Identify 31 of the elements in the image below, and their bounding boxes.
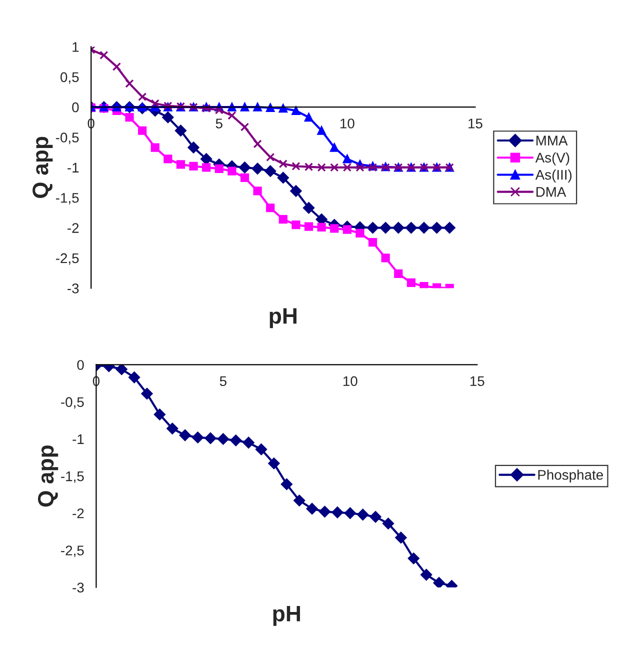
legend-label: MMA bbox=[536, 136, 568, 146]
y-axis-title: Q app bbox=[38, 445, 58, 507]
y-tick-label: -1 bbox=[72, 434, 84, 444]
x-tick-label: 5 bbox=[220, 376, 226, 386]
y-tick-label: -0,5 bbox=[61, 397, 84, 409]
y-tick-label: -2,5 bbox=[56, 253, 79, 265]
y-tick-label: -1,5 bbox=[61, 472, 84, 483]
y-tick-label: -2 bbox=[72, 508, 84, 518]
y-tick-label: -2 bbox=[68, 223, 79, 233]
x-tick-label: 10 bbox=[343, 376, 358, 386]
y-tick-label: -3 bbox=[72, 582, 84, 593]
x-tick-label: 5 bbox=[216, 118, 222, 128]
x-tick-label: 15 bbox=[470, 376, 484, 386]
legend-label: As(V) bbox=[535, 152, 570, 166]
x-axis-title: pH bbox=[270, 308, 296, 328]
y-tick-label: 0 bbox=[77, 360, 84, 370]
y-tick-label: -1,5 bbox=[56, 193, 79, 204]
legend-label: As(III) bbox=[535, 170, 572, 182]
legend-label: DMA bbox=[536, 187, 566, 197]
y-tick-label: -0,5 bbox=[56, 132, 79, 144]
x-tick-label: 15 bbox=[468, 118, 482, 128]
legend-label: Phosphate bbox=[538, 470, 603, 483]
y-tick-label: 0 bbox=[72, 102, 79, 112]
y-tick-label: -2,5 bbox=[61, 546, 84, 558]
y-tick-label: 1 bbox=[72, 42, 79, 52]
x-axis-title: pH bbox=[273, 606, 300, 626]
y-axis-title: Q app bbox=[32, 136, 53, 198]
y-tick-label: 0,5 bbox=[60, 72, 79, 84]
y-tick-label: -1 bbox=[68, 162, 79, 172]
x-tick-label: 10 bbox=[340, 118, 354, 128]
y-tick-label: -3 bbox=[68, 283, 79, 294]
